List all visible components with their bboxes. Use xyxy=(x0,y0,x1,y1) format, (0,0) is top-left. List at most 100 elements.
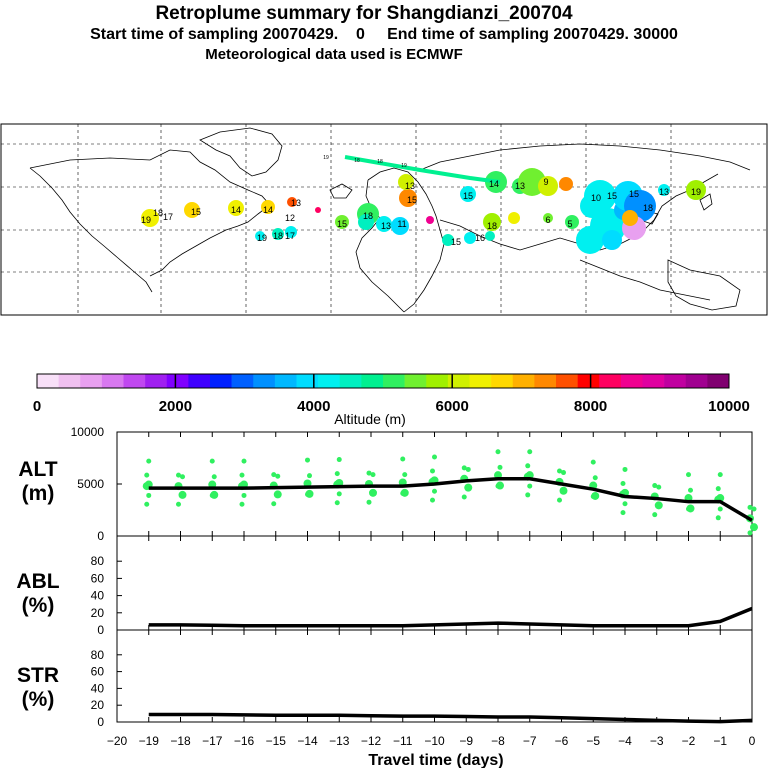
alt-cluster-point-8-7 xyxy=(400,456,406,462)
plume-age-label-21: 18 xyxy=(643,203,653,213)
plume-blob-9 xyxy=(335,215,349,229)
plume-blob-15 xyxy=(398,174,414,190)
colorbar-swatch-31 xyxy=(707,374,730,388)
ytick-label-str-4: 0 xyxy=(97,715,104,729)
panel-frame-str xyxy=(116,629,753,723)
alt-cluster-point-7-2 xyxy=(369,488,377,497)
alt-cluster-point-9-6 xyxy=(430,468,435,474)
alt-cluster-point-2-7 xyxy=(209,458,215,464)
alt-cluster-point-7-6 xyxy=(366,470,372,476)
plume-age-label-22: 13 xyxy=(659,187,669,197)
ytick-label-abl-3: 20 xyxy=(91,606,105,620)
plume-age-label-34: 18 xyxy=(377,159,383,165)
xtick-label-12: −8 xyxy=(491,734,505,748)
plume-blob-40 xyxy=(602,230,622,250)
series-line-alt xyxy=(148,477,753,522)
xtick-label-17: −3 xyxy=(650,734,664,748)
plume-age-label-12: 13 xyxy=(405,181,415,191)
alt-cluster-point-15-1 xyxy=(622,501,628,507)
ytick-label-str-0: 80 xyxy=(91,648,105,662)
colorbar-swatch-16 xyxy=(383,374,405,388)
ytick-label-alt-2: 0 xyxy=(97,529,104,543)
alt-cluster-point-17-5 xyxy=(688,487,693,493)
alt-cluster-point-0-6 xyxy=(144,472,150,478)
alt-cluster-point-1-6 xyxy=(176,472,181,478)
panel-ylabel-abl-bottom: (%) xyxy=(22,594,55,617)
panel-str: 80 60 40 20 0 STR(%) xyxy=(17,629,753,729)
plume-age-label-35: 19 xyxy=(401,163,407,169)
colorbar-swatch-29 xyxy=(664,374,687,388)
alt-cluster-point-12-0 xyxy=(525,492,531,498)
colorbar-swatch-4 xyxy=(123,374,146,388)
plume-blob-7 xyxy=(272,228,284,240)
plume-clusters xyxy=(141,155,706,254)
plume-blob-21 xyxy=(483,213,501,231)
colorbar-tick-label-4: 8000 xyxy=(574,398,607,415)
alt-cluster-point-13-0 xyxy=(557,497,562,503)
colorbar-swatch-0 xyxy=(37,374,59,388)
alt-cluster-point-11-7 xyxy=(495,449,501,455)
plume-blob-28 xyxy=(543,213,553,223)
xtick-label-0: −20 xyxy=(107,734,128,748)
series-line-abl xyxy=(148,606,753,628)
colorbar-axis-label: Altitude (m) xyxy=(334,411,406,427)
alt-cluster-point-18-0 xyxy=(715,515,721,521)
alt-cluster-point-5-7 xyxy=(305,457,310,463)
plume-blob-29 xyxy=(565,215,579,229)
plume-age-label-3: 15 xyxy=(191,207,201,217)
map-coastlines xyxy=(29,127,751,313)
plume-blob-13 xyxy=(391,217,409,235)
plume-blob-39 xyxy=(576,226,604,254)
alt-cluster-point-0-0 xyxy=(144,501,150,507)
plume-age-label-9: 18 xyxy=(363,211,373,221)
alt-cluster-point-3-6 xyxy=(239,472,245,478)
ytick-label-alt-0: 10000 xyxy=(71,425,105,439)
alt-cluster-point-4-6 xyxy=(271,472,277,478)
alt-cluster-point-10-6 xyxy=(461,465,467,471)
alt-cluster-point-14-7 xyxy=(590,459,596,465)
colorbar-swatch-1 xyxy=(58,374,81,388)
alt-cluster-point-10-0 xyxy=(461,494,467,500)
colorbar-tick-label-5: 10000 xyxy=(708,398,750,415)
xtick-label-15: −5 xyxy=(586,734,600,748)
xtick-label-14: −6 xyxy=(555,734,569,748)
plume-age-label-14: 15 xyxy=(463,191,473,201)
alt-cluster-point-12-1 xyxy=(527,483,533,489)
colorbar-swatch-19 xyxy=(447,374,470,388)
colorbar-swatch-24 xyxy=(556,374,578,388)
colorbar-tick-label-3: 6000 xyxy=(436,398,469,415)
plume-blob-8 xyxy=(285,226,297,238)
xtick-label-6: −14 xyxy=(297,734,318,748)
ytick-label-str-3: 20 xyxy=(91,698,105,712)
sampling-time-subtitle: Start time of sampling 20070429. 0 End t… xyxy=(90,26,678,43)
alt-cluster-point-1-5 xyxy=(180,474,185,480)
series-line-str xyxy=(148,712,753,724)
xtick-label-9: −11 xyxy=(393,734,413,748)
colorbar-frame xyxy=(36,373,730,389)
plume-age-label-2: 17 xyxy=(163,212,173,222)
colorbar-swatch-17 xyxy=(404,374,427,388)
xtick-label-13: −7 xyxy=(523,734,537,748)
xtick-label-5: −15 xyxy=(266,734,287,748)
alt-cluster-point-14-2 xyxy=(591,491,600,500)
plume-age-label-24: 19 xyxy=(257,233,267,243)
alt-cluster-point-11-2 xyxy=(496,481,504,490)
colorbar-swatch-2 xyxy=(80,374,103,388)
plume-age-label-1: 18 xyxy=(153,208,163,218)
plume-age-label-33: 18 xyxy=(354,158,360,164)
x-axis-title: Travel time (days) xyxy=(368,752,503,768)
ytick-label-str-2: 40 xyxy=(91,681,105,695)
plume-age-label-30: 6 xyxy=(545,215,550,225)
xtick-label-10: −10 xyxy=(424,734,445,748)
plume-age-label-29: 18 xyxy=(487,221,497,231)
plume-age-label-10: 13 xyxy=(381,221,391,231)
ytick-label-abl-0: 80 xyxy=(91,554,105,568)
colorbar-swatch-10 xyxy=(253,374,276,388)
colorbar-swatch-30 xyxy=(685,374,708,388)
plume-blob-41 xyxy=(622,210,638,226)
colorbar-swatch-9 xyxy=(231,374,254,388)
plume-blob-6 xyxy=(255,231,265,241)
plume-age-label-15: 14 xyxy=(489,179,499,189)
plume-age-label-8: 15 xyxy=(337,219,347,229)
plume-blob-16 xyxy=(426,216,434,224)
